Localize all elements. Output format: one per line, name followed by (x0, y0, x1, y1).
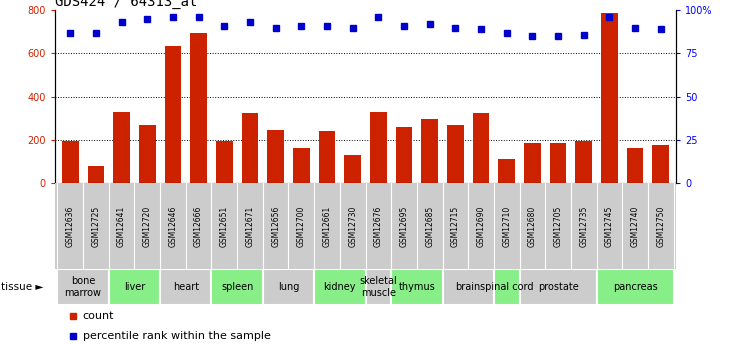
Text: bone
marrow: bone marrow (64, 276, 102, 298)
Bar (190, 33, 207, 183)
Bar (370, 112, 387, 183)
Bar (139, 125, 156, 183)
Bar (88, 166, 105, 183)
Text: GSM12705: GSM12705 (553, 205, 563, 247)
Text: GSM12740: GSM12740 (631, 205, 640, 247)
Bar (494, 269, 520, 305)
Text: GSM12676: GSM12676 (374, 205, 383, 247)
Bar (473, 113, 489, 183)
Bar (344, 155, 361, 183)
Text: GSM12641: GSM12641 (117, 205, 126, 247)
Text: pancreas: pancreas (613, 282, 657, 292)
Text: GSM12680: GSM12680 (528, 205, 537, 247)
Text: heart: heart (173, 282, 199, 292)
Bar (366, 269, 391, 305)
Bar (314, 269, 366, 305)
Bar (499, 159, 515, 183)
Text: spinal cord: spinal cord (480, 282, 534, 292)
Bar (447, 125, 463, 183)
Text: GSM12715: GSM12715 (451, 205, 460, 247)
Text: GSM12666: GSM12666 (194, 205, 203, 247)
Text: GSM12730: GSM12730 (348, 205, 357, 247)
Text: GSM12695: GSM12695 (400, 205, 409, 247)
Text: tissue ►: tissue ► (1, 282, 43, 292)
Text: GSM12646: GSM12646 (168, 205, 178, 247)
Text: GSM12690: GSM12690 (477, 205, 485, 247)
Text: GSM12651: GSM12651 (220, 205, 229, 247)
Bar (601, 12, 618, 183)
Bar (164, 46, 181, 183)
Text: GSM12685: GSM12685 (425, 205, 434, 247)
Text: kidney: kidney (324, 282, 356, 292)
Bar (216, 141, 232, 183)
Bar (626, 148, 643, 183)
Text: thymus: thymus (398, 282, 435, 292)
Bar (211, 269, 263, 305)
Text: GSM12750: GSM12750 (656, 205, 665, 247)
Bar (58, 269, 109, 305)
Text: GSM12656: GSM12656 (271, 205, 280, 247)
Bar (263, 269, 314, 305)
Bar (550, 143, 567, 183)
Bar (62, 141, 78, 183)
Text: percentile rank within the sample: percentile rank within the sample (83, 331, 270, 341)
Bar (421, 119, 438, 183)
Bar (391, 269, 442, 305)
Text: GSM12671: GSM12671 (246, 205, 254, 247)
Text: lung: lung (278, 282, 299, 292)
Bar (293, 148, 310, 183)
Bar (520, 269, 596, 305)
Text: spleen: spleen (221, 282, 254, 292)
Bar (653, 145, 669, 183)
Bar (442, 269, 494, 305)
Text: GSM12700: GSM12700 (297, 205, 306, 247)
Bar (113, 112, 130, 183)
Text: brain: brain (455, 282, 481, 292)
Bar (242, 113, 258, 183)
Text: GSM12661: GSM12661 (322, 205, 331, 247)
Bar (575, 141, 592, 183)
Bar (160, 269, 211, 305)
Text: count: count (83, 312, 114, 322)
Bar (109, 269, 160, 305)
Bar (319, 131, 336, 183)
Text: GSM12735: GSM12735 (579, 205, 588, 247)
Text: GSM12745: GSM12745 (605, 205, 614, 247)
Text: GSM12636: GSM12636 (66, 205, 75, 247)
Text: prostate: prostate (538, 282, 578, 292)
Bar (395, 127, 412, 183)
Text: skeletal
muscle: skeletal muscle (360, 276, 397, 298)
Bar (268, 130, 284, 183)
Text: GSM12720: GSM12720 (143, 205, 152, 247)
Text: GDS424 / 64313_at: GDS424 / 64313_at (55, 0, 197, 9)
Text: liver: liver (124, 282, 145, 292)
Text: GSM12710: GSM12710 (502, 205, 511, 247)
Bar (524, 143, 541, 183)
Bar (596, 269, 673, 305)
Text: GSM12725: GSM12725 (91, 205, 100, 247)
